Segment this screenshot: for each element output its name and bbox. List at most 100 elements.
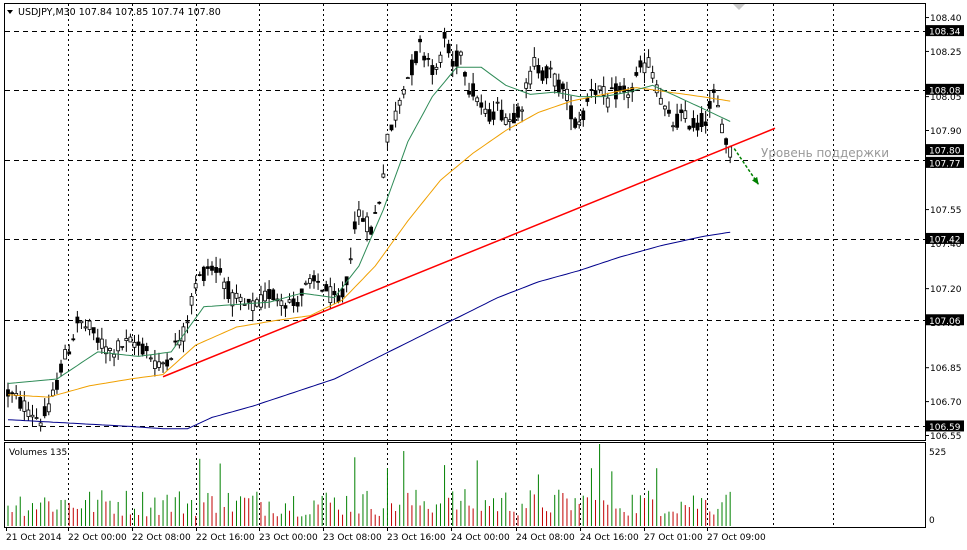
candle-body (520, 109, 524, 112)
candle-body (581, 110, 586, 121)
candle-body (242, 304, 247, 306)
candle-body (165, 359, 170, 367)
candle-body (332, 290, 337, 296)
candle-body (95, 337, 100, 343)
candle-body (691, 118, 696, 128)
candle-body (340, 288, 345, 298)
candle-body (556, 79, 561, 93)
chart-shift-marker-icon[interactable] (733, 4, 745, 10)
x-tick-label: 27 Oct 01:00 (644, 533, 703, 543)
candle-body (120, 345, 125, 348)
x-tick-label: 23 Oct 08:00 (323, 533, 382, 543)
candle-body (654, 84, 659, 94)
candle-body (507, 119, 512, 122)
candle-body (83, 326, 88, 329)
candle-body (38, 422, 43, 427)
candle-body (287, 299, 292, 303)
candle-body (210, 265, 214, 271)
volume-max-label: 525 (929, 448, 946, 458)
support-level-label: Уровень поддержки (761, 146, 889, 160)
x-tick-label: 23 Oct 16:00 (387, 533, 446, 543)
y-tick-label: 108.05 (930, 93, 962, 103)
candle-body (724, 138, 728, 145)
candle-body (638, 60, 643, 68)
candle-body (148, 357, 153, 360)
candle-body (454, 50, 459, 67)
candle-body (634, 72, 639, 76)
candle-body (585, 97, 590, 102)
candle-body (161, 362, 165, 365)
candle-body (728, 146, 733, 158)
y-tick-label: 108.40 (930, 14, 962, 24)
x-tick-label: 24 Oct 08:00 (516, 533, 575, 543)
candle-body (116, 340, 121, 352)
candle-body (593, 90, 598, 95)
x-tick-label: 22 Oct 00:00 (68, 533, 127, 543)
candle-body (573, 118, 578, 128)
candle-body (381, 173, 386, 178)
candle-body (34, 417, 39, 419)
candle-body (544, 66, 549, 79)
x-tick-label: 27 Oct 09:00 (707, 533, 766, 543)
candle-body (136, 341, 141, 346)
candle-body (234, 292, 239, 299)
candle-body (6, 389, 10, 397)
price-label-box (926, 83, 964, 95)
x-tick-label: 21 Oct 2014 (6, 533, 62, 543)
price-label-box (926, 144, 964, 156)
y-tick-label: 107.40 (930, 240, 962, 250)
y-tick-label: 107.90 (930, 127, 962, 137)
price-label: 107.80 (929, 147, 961, 157)
candle-body (646, 57, 651, 68)
candle-body (352, 221, 357, 230)
candle-body (42, 406, 47, 417)
candle-body (348, 258, 353, 261)
candle-body (181, 326, 186, 342)
ma-fast-line (7, 66, 731, 384)
candle-body (312, 275, 316, 282)
candle-body (707, 101, 712, 109)
y-tick-label: 108.25 (930, 48, 962, 58)
candle-body (271, 289, 276, 301)
candle-body (299, 288, 304, 296)
price-label: 108.08 (929, 86, 961, 96)
candle-body (128, 336, 133, 343)
ma-mid-line (7, 87, 731, 398)
candle-body (487, 109, 492, 122)
candle-body (361, 218, 365, 222)
candle-body (75, 316, 80, 324)
x-tick-label: 23 Oct 00:00 (259, 533, 318, 543)
candle-body (434, 66, 439, 70)
volume-zero-label: 0 (929, 516, 935, 526)
overlays (162, 127, 776, 378)
candle-body (157, 361, 161, 368)
candle-body (540, 70, 545, 81)
candle-body (10, 392, 14, 395)
candle-body (475, 97, 480, 103)
candle-body (524, 82, 529, 89)
ma-slow-line (7, 231, 731, 430)
candle-body (671, 125, 675, 128)
price-label: 107.77 (929, 159, 961, 169)
price-label-box (926, 420, 964, 432)
candle-body (491, 111, 496, 120)
candle-body (499, 109, 504, 121)
candle-body (426, 58, 431, 60)
menu-triangle-icon[interactable] (7, 10, 13, 14)
candle-body (63, 349, 68, 360)
candle-body (577, 121, 582, 126)
candle-body (552, 73, 557, 87)
y-tick-label: 106.85 (930, 364, 962, 374)
y-tick-label: 106.55 (930, 432, 962, 442)
price-label-box (926, 314, 964, 326)
candle-body (683, 110, 688, 119)
y-tick-label: 106.70 (930, 398, 962, 408)
candle-body (214, 267, 218, 273)
candle-body (630, 87, 635, 93)
candle-body (55, 380, 59, 390)
candle-body (667, 109, 671, 114)
candle-body (230, 292, 235, 307)
